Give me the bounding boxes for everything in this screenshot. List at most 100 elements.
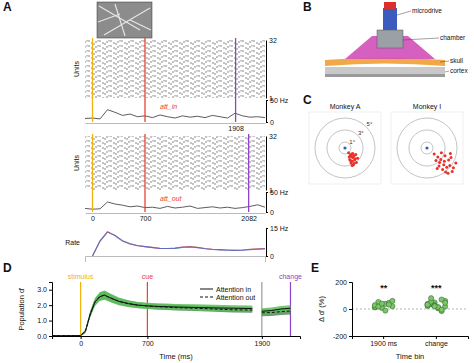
- tick-label: 0.0: [37, 333, 47, 340]
- tick-label: 32: [269, 133, 277, 140]
- axis-title: Population d': [17, 287, 26, 331]
- tick: 0: [266, 209, 274, 216]
- tick-mark: [49, 336, 52, 337]
- ring-label: 3°: [358, 130, 364, 136]
- tick-label: 0: [79, 340, 83, 347]
- error-band: [52, 290, 290, 336]
- tick: 0: [91, 213, 95, 222]
- tick-mark: [266, 122, 268, 123]
- tick-mark: [266, 228, 268, 229]
- rf-center: [356, 157, 359, 160]
- stimulus-image: [97, 2, 152, 38]
- tick: 1900 ms: [370, 336, 397, 347]
- tick: 200: [335, 279, 352, 286]
- rf-center: [441, 168, 444, 171]
- eccentricity-ring: [421, 142, 433, 154]
- microdrive-body: [383, 8, 397, 30]
- rf-center: [347, 151, 350, 154]
- rate-line: [93, 232, 266, 256]
- significance: **: [380, 283, 388, 293]
- tick: 15 Hz: [266, 225, 289, 232]
- rf-center: [350, 155, 353, 158]
- event-label: cue: [142, 273, 153, 280]
- tick-mark: [262, 336, 263, 339]
- x-axis-line: [353, 337, 469, 340]
- leader-line: [397, 11, 411, 15]
- rf-center: [449, 152, 452, 155]
- significance: ***: [431, 283, 442, 293]
- tick-label: 1900: [255, 340, 271, 347]
- tick-label: 0: [91, 215, 95, 222]
- panel-letter: C: [303, 93, 312, 107]
- annotation: att_in: [160, 103, 177, 110]
- diagram-label: skull: [450, 57, 464, 64]
- image-texture: [130, 20, 151, 30]
- x-axis-line: [53, 337, 301, 340]
- legend-label: Attention in: [216, 286, 251, 293]
- tick-label: 2.0: [37, 302, 47, 309]
- rf-center: [438, 161, 441, 164]
- tick-label: 200: [335, 279, 347, 286]
- trace-axis-line: [267, 101, 269, 123]
- axis-title: Time (ms): [159, 352, 193, 361]
- microdrive-top: [384, 2, 396, 9]
- rate-x-axis-line: [86, 257, 266, 263]
- cortex-shape: [325, 67, 445, 76]
- trace-axis: 50 Hz0: [266, 97, 289, 126]
- event-line: [235, 38, 236, 122]
- cortex-edge: [325, 74, 445, 77]
- image-texture: [98, 14, 120, 22]
- rate-line: [93, 232, 266, 256]
- tick-label: 2082: [241, 215, 257, 222]
- legend-swatch: [200, 289, 213, 290]
- tick-mark: [147, 336, 148, 339]
- tick: 1908: [228, 123, 244, 132]
- time-axis: 1908: [86, 123, 266, 132]
- tick: 700: [140, 213, 152, 222]
- trace-axis: 50 Hz 0: [266, 189, 289, 216]
- tick-mark: [49, 321, 52, 322]
- lines-group: [52, 290, 290, 336]
- tick: 50 Hz: [266, 189, 289, 196]
- tick-mark: [49, 290, 52, 291]
- unit-axis-line: [266, 137, 267, 191]
- rate-group: [93, 232, 266, 256]
- subtitle: Monkey A: [330, 103, 361, 111]
- axis-title: Units: [73, 61, 80, 77]
- image-texture: [115, 4, 125, 36]
- tick-mark: [349, 282, 352, 283]
- tick-label: 15 Hz: [270, 225, 289, 232]
- chamber-shape: [377, 30, 403, 48]
- mean-line: [52, 295, 290, 336]
- event-line: [248, 134, 249, 212]
- rf-center: [447, 172, 450, 175]
- tick-mark: [81, 336, 82, 339]
- tick: 700: [142, 336, 154, 347]
- tick-mark: [266, 100, 268, 101]
- tick-label: 1.0: [37, 317, 47, 324]
- rf-center: [447, 159, 450, 162]
- session-point: [429, 296, 434, 301]
- axis-title: Units: [73, 155, 80, 171]
- tick-mark: [349, 309, 352, 310]
- mean-line: [52, 295, 290, 336]
- rate-axis: 15 Hz 0: [266, 225, 289, 260]
- trace-group: [85, 110, 265, 119]
- rf-center: [454, 162, 457, 165]
- implant-diagram: [325, 2, 449, 77]
- tick-label: 3.0: [37, 286, 47, 293]
- rf-center: [438, 165, 441, 168]
- panel-letter: A: [3, 0, 12, 14]
- panel-letter: D: [3, 261, 12, 275]
- tick: 0: [266, 253, 274, 260]
- unit-axis: 321: [266, 133, 277, 194]
- leader-line: [440, 61, 449, 62]
- rf-center: [436, 156, 439, 159]
- y-axis-line: [49, 283, 53, 337]
- rf-center: [450, 156, 453, 159]
- diagram-label: microdrive: [412, 7, 442, 14]
- rf-center: [439, 158, 442, 161]
- tick: 50 Hz: [266, 97, 289, 104]
- trace-group: [85, 202, 265, 209]
- error-band: [52, 291, 290, 336]
